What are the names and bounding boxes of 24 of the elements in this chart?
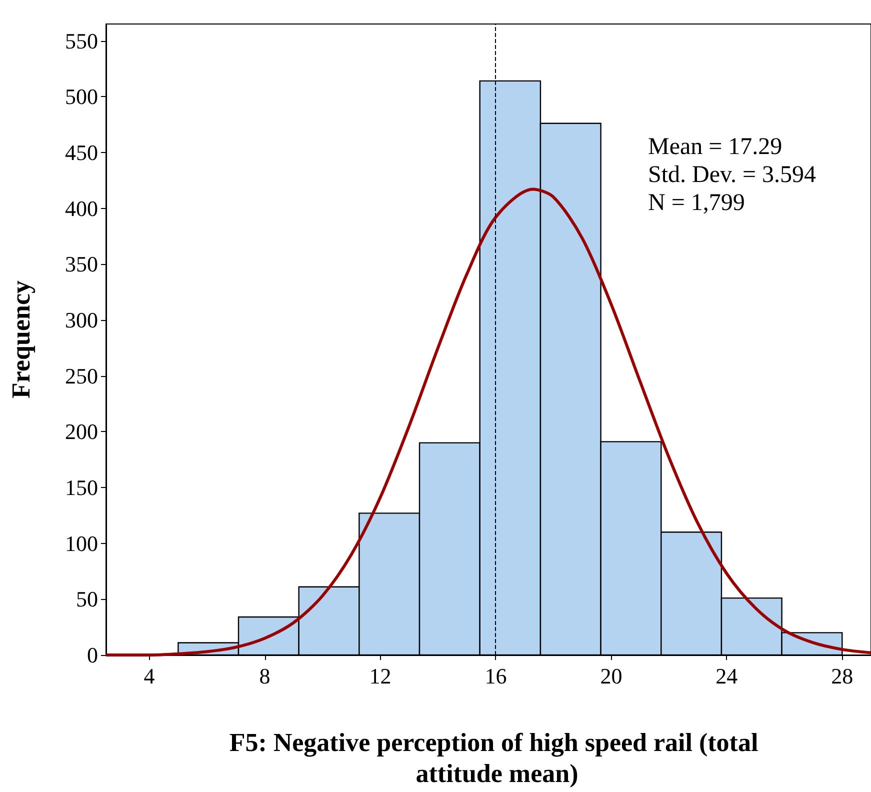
x-tick-label: 24 [716,664,738,688]
y-tick-label: 50 [76,586,98,612]
y-tick-label: 0 [87,642,98,668]
x-tick-label: 28 [831,664,854,688]
y-tick-label: 150 [65,474,98,500]
y-tick-label: 450 [65,140,98,165]
y-axis-title: Frequency [6,280,36,398]
annotation: Mean = 17.29 [648,134,782,160]
y-tick-label: 100 [65,530,98,556]
y-tick-label: 500 [65,84,98,110]
y-tick-label: 200 [65,419,98,444]
y-tick-label: 300 [65,307,98,332]
x-tick-label: 8 [259,664,270,688]
y-tick-label: 350 [65,252,98,277]
x-tick-label: 16 [484,664,507,688]
y-tick-label: 550 [65,28,98,54]
annotation: Std. Dev. = 3.594 [648,162,816,188]
x-tick-label: 12 [369,664,392,688]
x-axis-title: F5: Negative perception of high speed rail (total attitude mean) [229,728,765,788]
y-tick-label: 250 [65,363,98,388]
x-tick-label: 4 [144,664,155,688]
y-tick-label: 400 [65,196,98,221]
annotation: N = 1,799 [648,190,745,216]
x-tick-label: 20 [600,664,622,688]
